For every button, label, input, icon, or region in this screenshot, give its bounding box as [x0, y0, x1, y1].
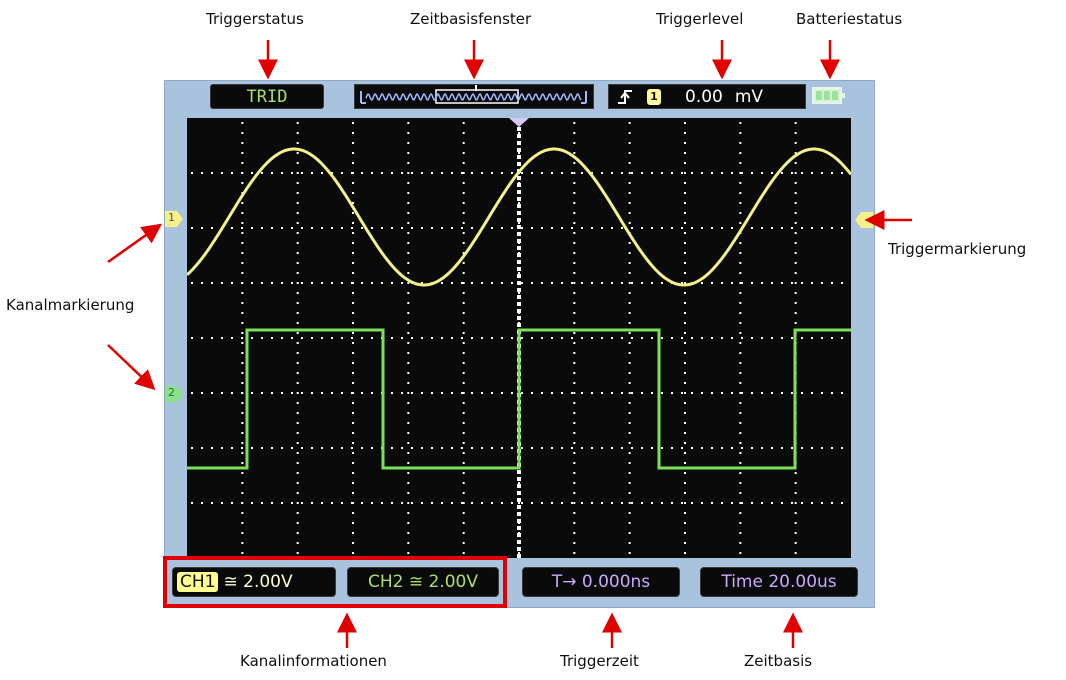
- ch1-sine-trace: [185, 147, 853, 287]
- label-batteriestatus: Batteriestatus: [796, 10, 903, 28]
- label-triggerlevel: Triggerlevel: [656, 10, 744, 28]
- ch2-marker: 2: [165, 386, 183, 402]
- channel-info-highlight: [163, 556, 507, 608]
- time-base-window-waveform: [360, 85, 587, 104]
- arrow-kanalmarkierung-1: [107, 223, 163, 264]
- label-zeitbasisfenster: Zeitbasisfenster: [410, 10, 532, 28]
- ch1-info-box: CH1 ≅ 2.00V: [172, 567, 336, 597]
- time-base-box: Time 20.00us: [700, 567, 858, 597]
- ch1-label: CH1: [177, 572, 219, 592]
- ch2-square-trace: [187, 328, 851, 470]
- label-zeitbasis: Zeitbasis: [744, 652, 813, 670]
- trigger-level-value: 0.00: [685, 86, 723, 107]
- label-kanalmarkierung: Kanalmarkierung: [6, 296, 135, 314]
- scope-screen: [185, 118, 853, 558]
- battery-icon: [812, 87, 845, 104]
- label-kanalinformationen: Kanalinformationen: [240, 652, 387, 670]
- ch1-volts-per-div: ≅ 2.00V: [223, 572, 293, 592]
- trigger-time-box: T→ 0.000ns: [522, 567, 680, 597]
- trigger-channel-chip: 1: [647, 88, 661, 105]
- label-triggermarkierung: Triggermarkierung: [888, 240, 1027, 258]
- label-triggerstatus: Triggerstatus: [206, 10, 304, 28]
- label-triggerzeit: Triggerzeit: [560, 652, 639, 670]
- rising-edge-icon: [618, 89, 632, 104]
- ch1-marker: 1: [165, 211, 183, 227]
- ch2-volts-per-div: CH2 ≅ 2.00V: [367, 572, 478, 592]
- time-base-window: [354, 84, 594, 109]
- time-base-value: Time 20.00us: [721, 572, 837, 592]
- trigger-level-box: 1 0.00 mV: [608, 84, 806, 109]
- trigger-time-value: T→ 0.000ns: [551, 572, 651, 592]
- arrow-kanalmarkierung-2: [107, 344, 156, 391]
- trigger-level-unit: mV: [734, 86, 764, 107]
- trigger-position-marker: [509, 118, 529, 127]
- trigger-status-text: TRID: [246, 86, 288, 107]
- trigger-status-box: TRID: [210, 84, 324, 109]
- waveform-display: [185, 118, 853, 558]
- ch2-info-box: CH2 ≅ 2.00V: [347, 567, 499, 597]
